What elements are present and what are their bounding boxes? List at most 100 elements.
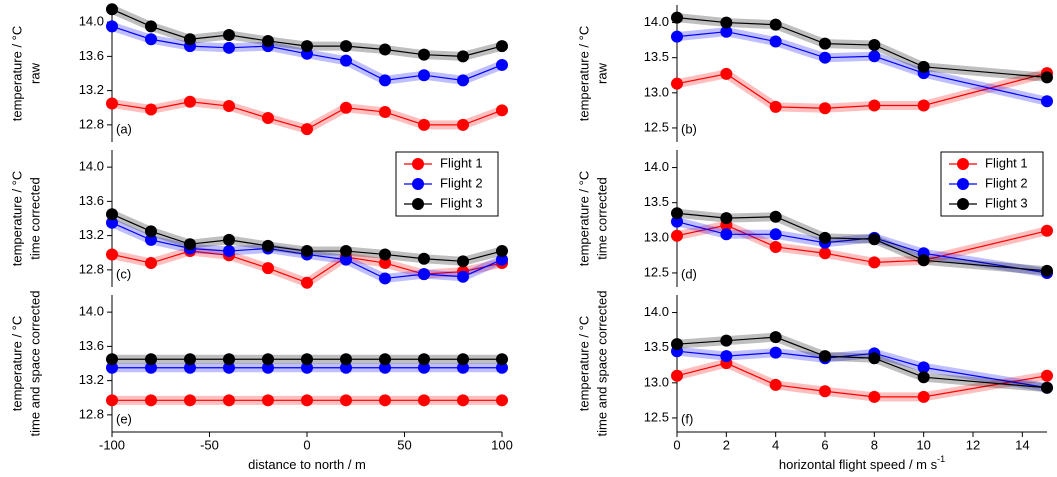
data-point	[1041, 381, 1053, 394]
data-point	[184, 361, 196, 374]
data-point	[671, 77, 683, 90]
data-point	[184, 33, 196, 46]
y-tick-label: 13.2	[79, 82, 104, 97]
y-axis-label: time and space corrected	[594, 291, 609, 437]
data-point	[145, 233, 157, 246]
data-point	[769, 240, 782, 253]
y-tick-label: 12.5	[644, 264, 669, 279]
data-point	[262, 112, 274, 125]
data-point	[457, 255, 469, 268]
data-point	[868, 390, 881, 403]
x-tick-label: 6	[821, 437, 828, 452]
data-point	[418, 118, 430, 131]
x-tick-label: 50	[397, 437, 411, 452]
panel-label: (e)	[116, 411, 132, 426]
series-band	[676, 13, 1048, 82]
data-point	[769, 346, 782, 359]
x-tick-label: 0	[303, 437, 310, 452]
data-point	[340, 54, 352, 67]
data-point	[868, 99, 881, 112]
y-tick-label: 13.6	[79, 338, 104, 353]
data-point	[301, 276, 313, 289]
data-point	[223, 353, 235, 366]
data-point	[457, 270, 469, 283]
data-point	[917, 60, 930, 73]
x-tick-label: -100	[99, 437, 125, 452]
x-tick-label: 10	[916, 437, 930, 452]
data-point	[418, 252, 430, 265]
x-axis-label-superscript: -1	[937, 454, 945, 464]
panel-label: (c)	[116, 266, 131, 281]
y-tick-label: 14.0	[644, 159, 669, 174]
data-point	[671, 369, 683, 382]
data-point	[379, 257, 391, 270]
data-point	[106, 208, 118, 221]
data-point	[819, 385, 831, 398]
y-axis-label: time and space corrected	[27, 291, 42, 437]
data-point	[671, 30, 683, 43]
x-axis-label: distance to north / m	[248, 457, 366, 472]
data-point	[184, 95, 196, 108]
x-axis-label: horizontal flight speed / m s-1	[779, 454, 945, 472]
x-tick-label: 2	[723, 437, 730, 452]
y-tick-label: 13.5	[644, 339, 669, 354]
legend-label: Flight 2	[985, 175, 1028, 190]
data-point	[418, 361, 430, 374]
legend-label: Flight 3	[440, 195, 483, 210]
data-point	[819, 247, 831, 260]
data-point	[301, 245, 313, 258]
y-tick-label: 13.5	[644, 194, 669, 209]
data-point	[457, 361, 469, 374]
y-axis-label: temperature / °C	[576, 171, 591, 267]
legend-marker	[957, 158, 969, 170]
data-point	[223, 41, 235, 54]
data-point	[917, 99, 930, 112]
data-point	[184, 353, 196, 366]
data-point	[496, 361, 508, 374]
data-point	[145, 353, 157, 366]
data-point	[106, 97, 118, 110]
data-point	[496, 40, 508, 53]
data-point	[379, 74, 391, 87]
data-point	[720, 212, 733, 225]
data-point	[145, 257, 157, 270]
panel-label: (b)	[681, 121, 697, 136]
data-point	[769, 100, 782, 113]
x-tick-label: 12	[966, 437, 980, 452]
data-point	[106, 394, 118, 407]
data-point	[496, 253, 508, 266]
legend-label: Flight 1	[985, 155, 1028, 170]
data-point	[223, 245, 235, 258]
y-tick-label: 12.8	[79, 406, 104, 421]
x-tick-label: -50	[200, 437, 219, 452]
legend-label: Flight 3	[985, 195, 1028, 210]
data-point	[457, 394, 469, 407]
x-tick-label: 8	[871, 437, 878, 452]
data-point	[340, 40, 352, 53]
y-tick-label: 14.0	[79, 14, 104, 29]
data-point	[418, 268, 430, 281]
y-tick-label: 13.0	[644, 84, 669, 99]
x-tick-label: 4	[772, 437, 779, 452]
data-point	[819, 51, 831, 64]
data-point	[496, 104, 508, 117]
panel-label: (a)	[116, 121, 132, 136]
data-point	[819, 102, 831, 115]
data-point	[496, 394, 508, 407]
x-tick-label: 14	[1015, 437, 1029, 452]
data-point	[720, 228, 733, 241]
data-point	[720, 334, 733, 347]
data-point	[262, 239, 274, 252]
y-tick-label: 12.5	[644, 119, 669, 134]
y-axis-label: temperature / °C	[9, 316, 24, 412]
data-point	[223, 361, 235, 374]
legend-marker	[957, 198, 969, 210]
data-point	[819, 350, 831, 363]
data-point	[301, 361, 313, 374]
y-tick-label: 13.6	[79, 193, 104, 208]
data-point	[496, 245, 508, 258]
data-point	[379, 353, 391, 366]
y-tick-label: 13.2	[79, 227, 104, 242]
data-point	[1041, 224, 1053, 237]
